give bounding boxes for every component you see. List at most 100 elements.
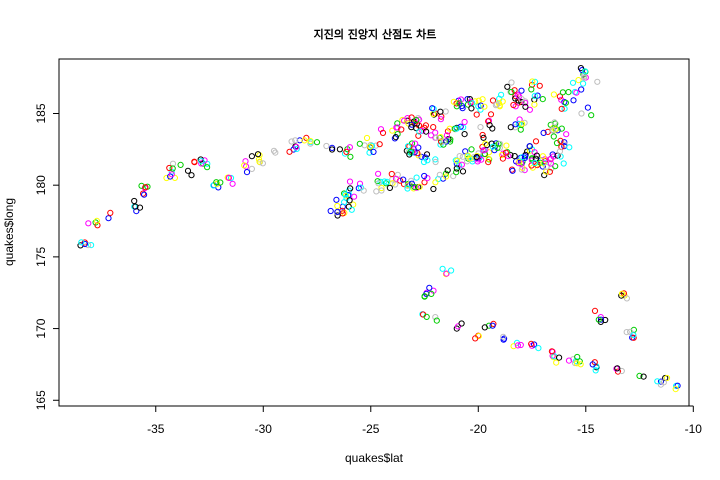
data-point [406,151,413,158]
data-point [81,240,89,248]
data-point [536,82,543,89]
data-point [508,79,515,86]
data-point [518,166,525,173]
data-point [383,180,390,187]
data-point [107,209,114,216]
data-point [593,363,600,370]
data-point [577,65,585,72]
data-point [582,68,589,75]
data-point [166,164,173,172]
data-point [462,148,469,155]
data-point [422,122,429,129]
data-point [618,290,626,297]
data-point [461,118,468,126]
data-point [437,108,444,115]
data-point [483,142,490,149]
data-point [515,97,522,104]
data-point [272,149,279,156]
data-point [549,126,556,133]
data-point [532,155,539,162]
data-point [573,89,580,96]
data-point [389,127,396,134]
data-point [351,193,358,200]
data-point [334,208,341,215]
data-point [296,137,303,144]
data-point [388,170,395,178]
chart-title: 지진의 진앙지 산점도 차트 [314,27,437,41]
y-tick-label: 170 [34,318,48,338]
data-point [526,143,533,150]
data-point [423,128,430,135]
data-point [334,212,341,219]
data-point [408,124,415,131]
data-point [552,126,559,133]
data-point [558,105,565,112]
data-point [198,158,205,165]
data-point [541,172,548,179]
data-point [453,169,460,176]
data-point [489,143,496,150]
x-tick-label: -30 [255,422,273,436]
data-point [539,153,547,160]
data-point [591,307,599,314]
data-point [329,146,336,153]
y-tick-label: 180 [34,175,48,195]
data-point [405,120,412,127]
y-axis: 165 170 175 180 185 [34,103,60,410]
data-point [142,184,149,191]
data-point [597,316,605,323]
data-point [85,242,92,249]
data-point [460,124,467,131]
data-point [553,359,560,366]
data-point [363,134,371,142]
data-point [450,98,457,105]
data-point [531,92,538,100]
data-point [432,156,439,163]
data-point [519,154,526,161]
data-point [254,151,262,158]
data-point [459,105,466,112]
data-point [443,132,450,139]
data-point [138,182,145,189]
data-point [636,372,643,379]
data-point [370,148,377,155]
data-point [472,335,479,342]
data-point [256,152,263,159]
data-point [551,119,558,126]
data-point [558,96,565,103]
data-point [333,196,340,203]
data-point [373,142,380,149]
data-point [379,129,387,136]
data-point [550,133,557,140]
data-point [496,102,503,109]
y-tick-label: 175 [34,247,48,267]
data-point [443,270,450,277]
data-point [420,158,428,166]
data-point [546,168,554,175]
data-point [533,152,540,159]
data-point [479,96,486,103]
data-point [437,134,444,141]
data-point [386,184,393,191]
data-point [569,79,577,86]
data-point [248,153,255,160]
data-point [136,204,144,211]
data-point [383,178,391,185]
data-point [489,322,496,329]
data-point [592,367,599,374]
data-point [453,125,460,132]
data-point [468,105,475,112]
data-point [436,134,443,141]
data-point [421,179,428,186]
data-point [507,124,514,131]
data-point [461,131,468,138]
data-point [522,103,529,110]
data-point [342,191,349,198]
data-point [307,140,314,147]
data-point [373,188,380,195]
data-point [430,111,438,118]
data-point [184,167,192,174]
data-point [356,140,363,147]
data-point [213,179,220,186]
